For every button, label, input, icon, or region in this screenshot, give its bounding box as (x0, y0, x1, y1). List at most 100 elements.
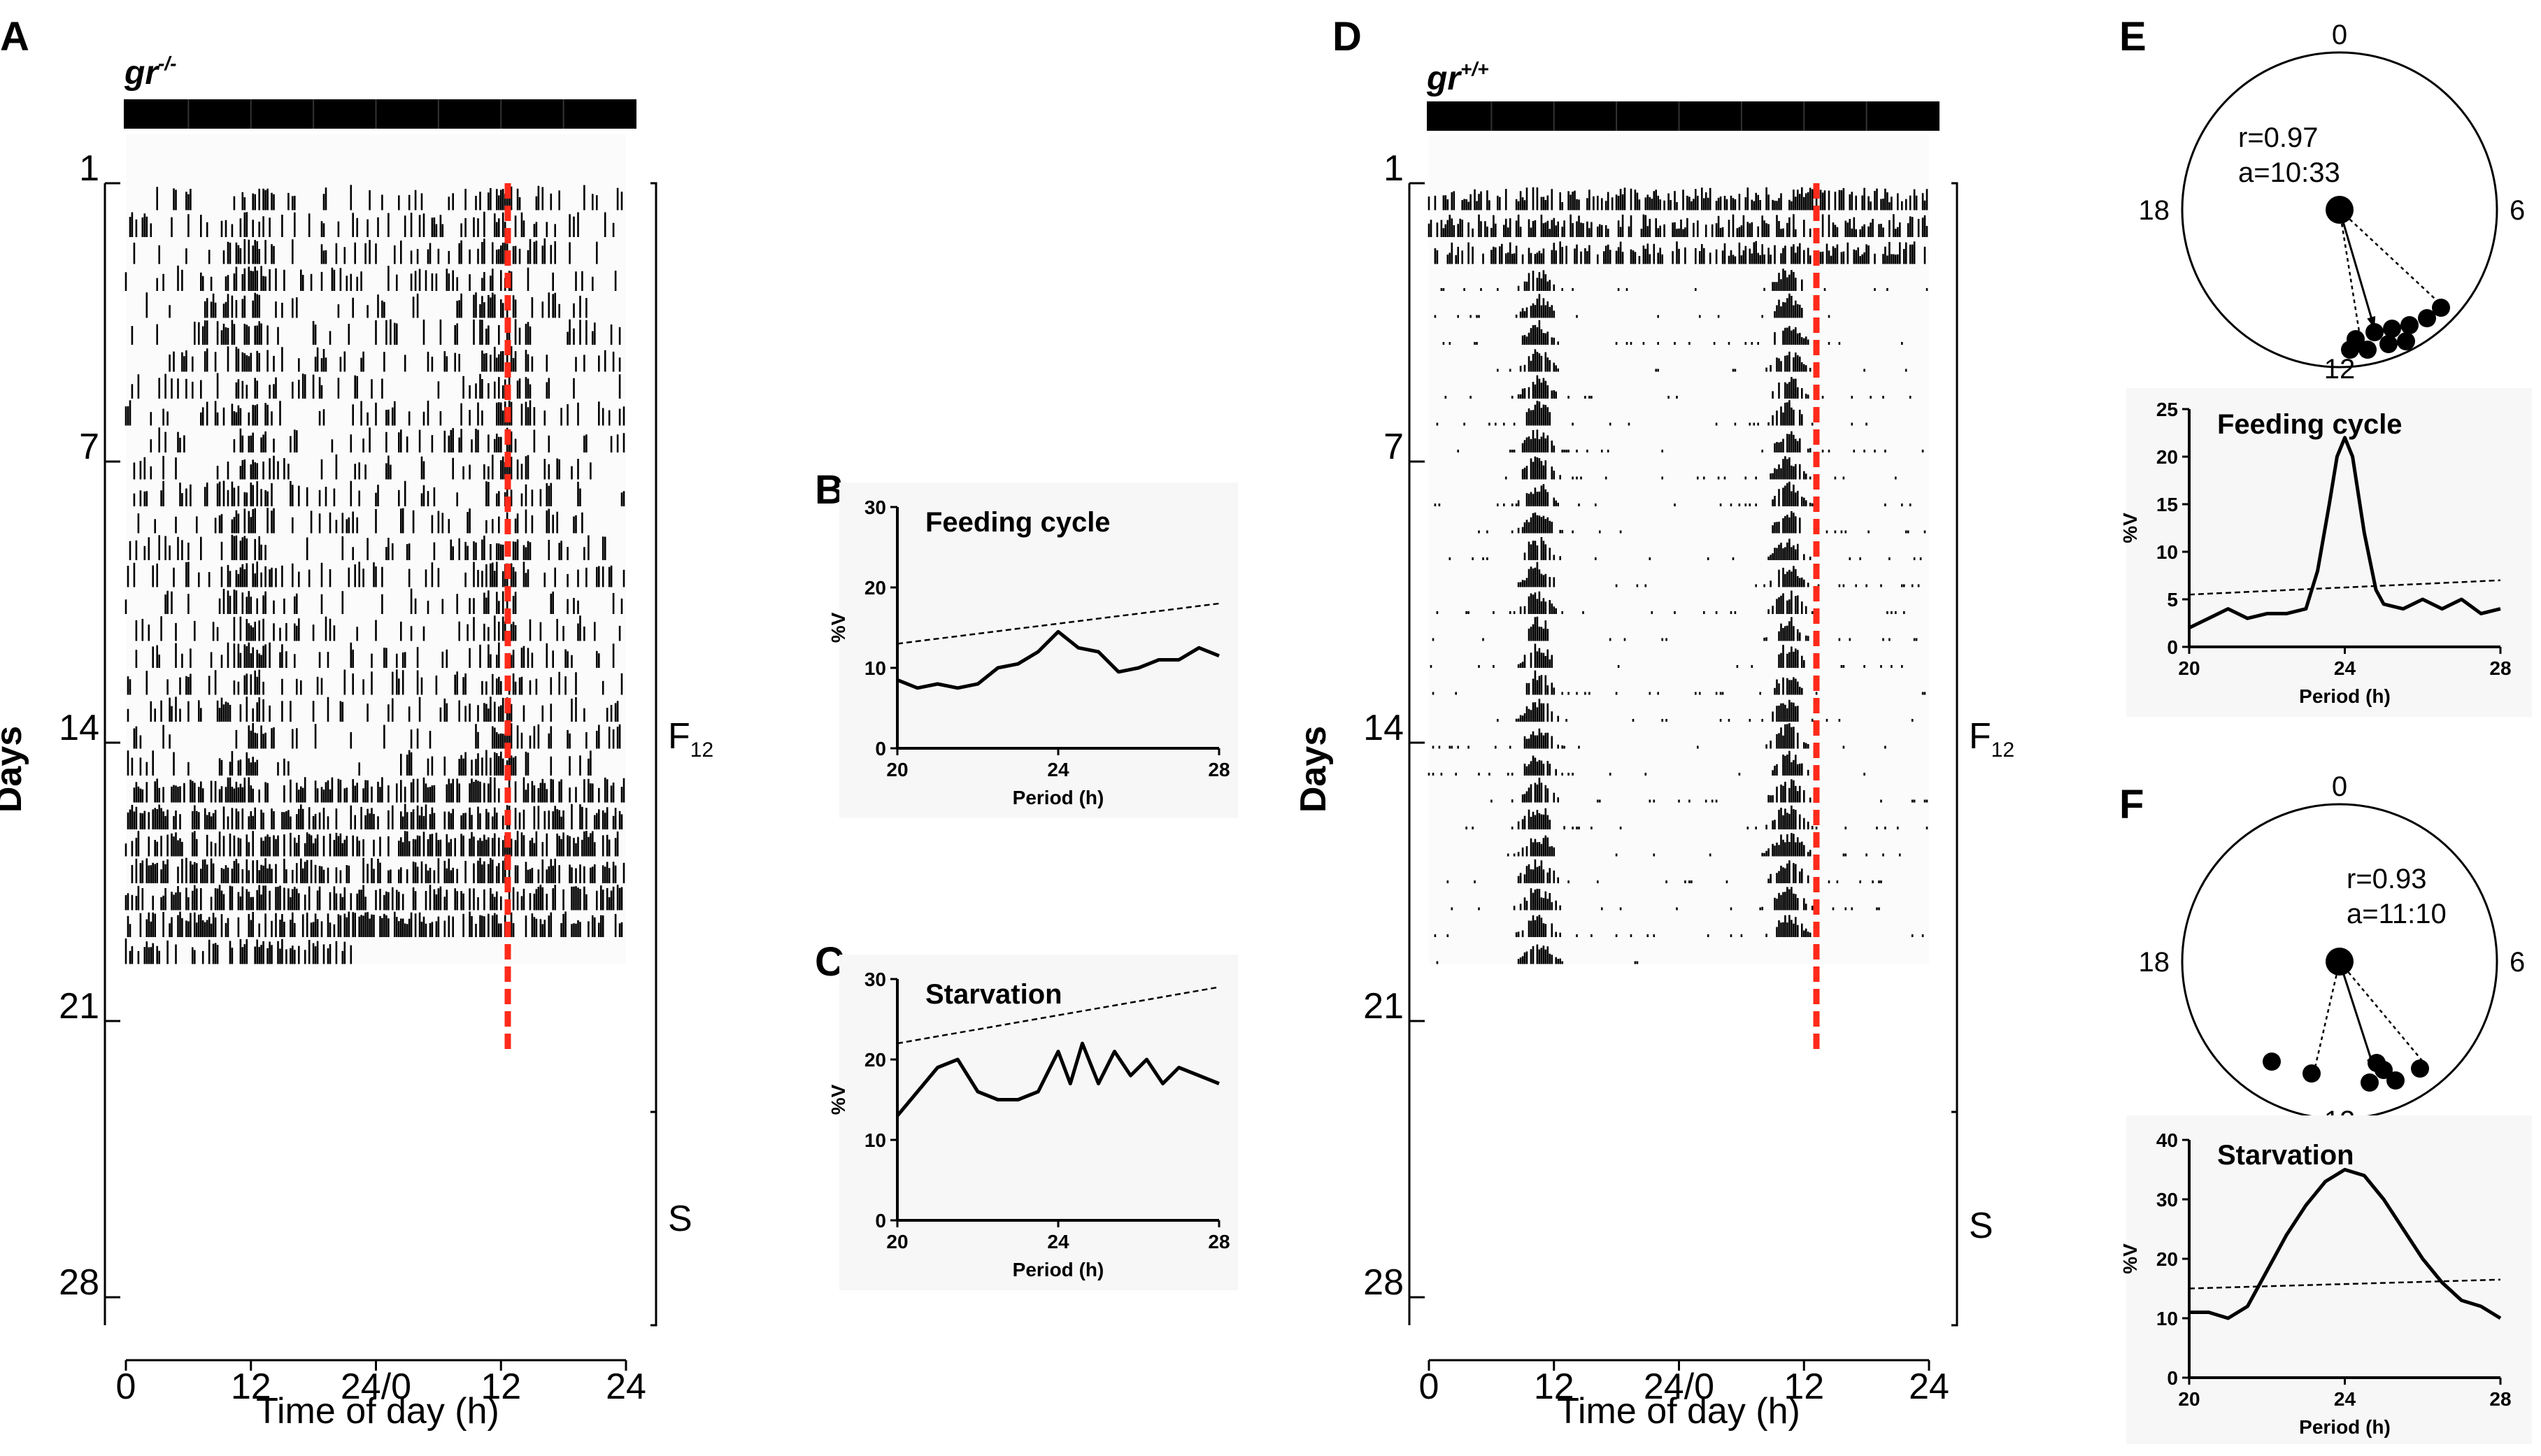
hour-label-6: 6 (2510, 195, 2525, 226)
chart-f: 0 10 20 30 40 20 24 28 Starvation Period (h) %V (2119, 1115, 2532, 1444)
phase-dot (2302, 1064, 2321, 1083)
actogram-panel-a: A gr-/- 0 12 24/0 12 24 Time of day (h) 1 7 14… (0, 14, 713, 1432)
day-tick-label: 28 (59, 1262, 99, 1303)
phase-dot (2358, 341, 2377, 359)
y-axis-label-a: Days (0, 726, 29, 813)
starvation-bracket-a (650, 1111, 657, 1327)
chart-title: Feeding cycle (925, 507, 1111, 538)
y-tick-label: 10 (2156, 1308, 2178, 1329)
confidence-line (2339, 209, 2445, 308)
y-tick-label: 30 (864, 497, 886, 518)
phase-dot (2383, 320, 2401, 338)
phase-dot (2397, 332, 2415, 350)
chart-e: 0 5 10 15 20 25 20 24 28 Feeding cycle Period (h)%… (2119, 388, 2532, 717)
phase-dot (2365, 323, 2384, 341)
day-tick-label: 1 (1383, 148, 1404, 189)
condition-starvation-a: S (668, 1199, 692, 1239)
x-tick-label: 24/0 (1644, 1366, 1714, 1407)
chart-background (2126, 388, 2532, 717)
y-axis-label: %V (2119, 1243, 2141, 1274)
y-axis-label: %V (827, 612, 849, 643)
panel-letter-c: C (815, 939, 844, 985)
hour-label-0: 0 (2332, 771, 2347, 802)
light-dark-bar-ticks-d (1490, 101, 1867, 131)
phase-dot (2368, 1054, 2386, 1072)
chart-b: 0 10 20 30 20 24 28 Feeding cycle Period (h) %V (827, 483, 1238, 818)
y-tick-label: 25 (2156, 399, 2178, 420)
y-axis-label: %V (2119, 513, 2141, 543)
phase-dot (2400, 316, 2419, 334)
phase-dot (2418, 309, 2436, 327)
hour-label-6: 6 (2510, 947, 2525, 978)
y-tick-label: 15 (2156, 494, 2178, 515)
day-tick-label: 14 (59, 708, 99, 748)
y-tick-label: 10 (864, 1129, 886, 1151)
x-tick-label: 20 (886, 1231, 908, 1252)
genotype-label-d: gr+/+ (1426, 58, 1488, 97)
actogram-background (1429, 134, 1929, 964)
vector-angle-label: a=11:10 (2347, 899, 2447, 929)
panel-letter-a: A (0, 14, 29, 59)
x-tick-label: 20 (2178, 1388, 2200, 1410)
y-tick-label: 20 (2156, 446, 2178, 468)
phase-dot (2379, 335, 2398, 353)
light-dark-bar-d (1427, 101, 1939, 131)
significance-threshold (2188, 1278, 2501, 1290)
x-tick-label: 28 (2489, 1388, 2511, 1410)
starvation-bracket-d (1951, 1111, 1958, 1327)
y-tick-label: 5 (2167, 589, 2178, 611)
x-tick-label: 24 (1909, 1366, 1949, 1407)
chart-background (839, 955, 1238, 1290)
confidence-line (2338, 209, 2364, 354)
phase-dot (2341, 341, 2359, 359)
x-tick-label: 12 (481, 1366, 521, 1407)
y-axis-label: %V (827, 1084, 849, 1115)
day-tick-label: 28 (1363, 1262, 1404, 1303)
x-tick-label: 12 (1784, 1366, 1824, 1407)
confidence-line (2312, 961, 2341, 1074)
mean-vector-arrow (2338, 209, 2376, 329)
phase-dot (2386, 1071, 2405, 1090)
activity-bars (124, 185, 625, 964)
center-dot (2326, 196, 2354, 224)
x-tick-label: 24 (1047, 759, 1069, 780)
actogram-rows-d (1428, 134, 1929, 964)
genotype-label-a: gr-/- (124, 52, 176, 92)
x-tick-label: 28 (1208, 759, 1230, 780)
phase-dot (2432, 299, 2450, 317)
condition-feeding-a: F12 (668, 716, 713, 762)
y-tick-label: 20 (864, 1049, 886, 1071)
light-dark-bar-a (124, 99, 636, 129)
x-tick-label: 12 (231, 1366, 271, 1407)
periodogram-line (897, 629, 1220, 690)
phase-dot (2411, 1059, 2429, 1078)
day-ticks-a: 1 7 14 21 28 (59, 148, 120, 1303)
y-tick-label: 30 (2156, 1189, 2178, 1211)
y-tick-label: 10 (864, 657, 886, 679)
significance-threshold (2188, 579, 2501, 596)
activity-bars (1428, 187, 1928, 964)
y-tick-label: 30 (864, 969, 886, 990)
y-tick-label: 0 (875, 738, 886, 759)
x-axis-label: Period (h) (1013, 1259, 1104, 1280)
day-tick-label: 21 (1363, 986, 1404, 1027)
day-tick-label: 7 (1383, 427, 1404, 467)
x-tick-label: 0 (1419, 1366, 1439, 1407)
x-axis-label: Period (h) (2299, 1416, 2391, 1438)
x-tick-label: 24 (2334, 657, 2356, 679)
x-tick-label: 24/0 (341, 1366, 411, 1407)
x-tick-label: 20 (2178, 657, 2200, 679)
hour-label-12: 12 (2324, 354, 2356, 385)
actogram-panel-d: D gr+/+ 0 12 24/0 12 24 Time of day (h) 1 7 14… (1293, 14, 2014, 1432)
x-axis-label: Period (h) (2299, 685, 2391, 707)
x-tick-label: 24 (2334, 1388, 2356, 1410)
phase-dot (2361, 1073, 2379, 1092)
x-axis-label: Period (h) (1013, 787, 1104, 808)
y-tick-label: 0 (2167, 1367, 2178, 1389)
hour-label-0: 0 (2332, 20, 2347, 50)
periodogram-line (896, 1041, 1220, 1118)
x-axis-ticks-d: 0 12 24/0 12 24 (1419, 1360, 1949, 1407)
periodogram-line (2188, 436, 2501, 630)
feeding-bracket-a (650, 182, 657, 1113)
